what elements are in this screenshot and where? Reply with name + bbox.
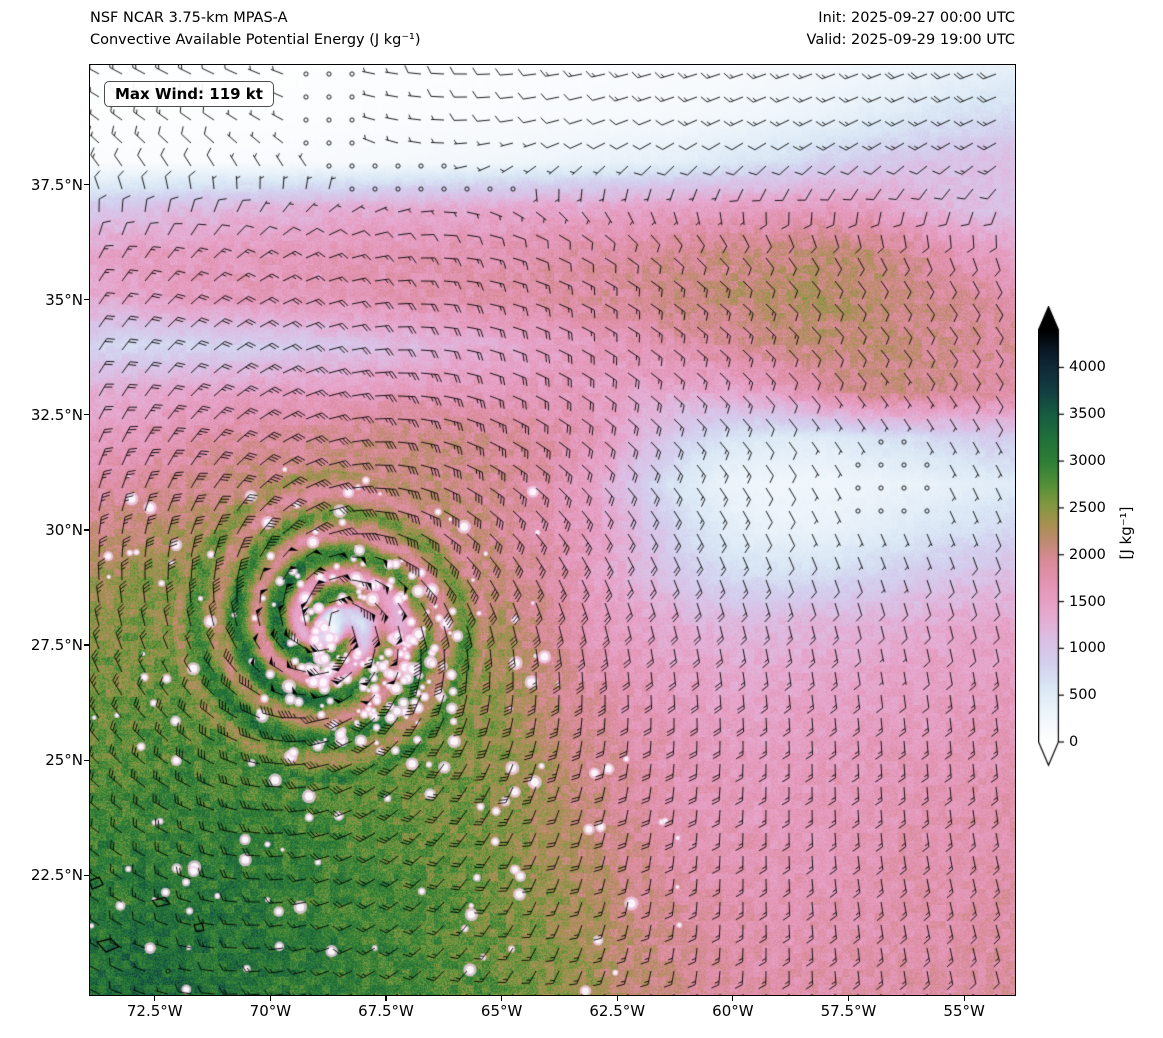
x-tick-mark <box>385 996 387 1001</box>
x-tick-label: 60°W <box>712 1002 754 1020</box>
colorbar-tick-label: 2000 <box>1069 546 1106 563</box>
colorbar-tick-label: 4000 <box>1069 359 1106 376</box>
y-tick-mark <box>84 414 89 416</box>
y-tick-mark <box>84 644 89 646</box>
x-tick-label: 72.5°W <box>126 1002 183 1020</box>
map-plot-area: Max Wind: 119 kt <box>89 64 1016 996</box>
colorbar-tick-label: 1500 <box>1069 593 1106 610</box>
y-tick-mark <box>84 299 89 301</box>
x-tick-label: 57.5°W <box>820 1002 877 1020</box>
colorbar-tick-label: 3500 <box>1069 406 1106 423</box>
colorbar-label: [J kg⁻¹] <box>1117 506 1135 560</box>
x-tick-mark <box>501 996 503 1001</box>
y-tick-mark <box>84 759 89 761</box>
colorbar <box>1038 306 1098 776</box>
y-tick-label: 30°N <box>45 521 83 539</box>
y-tick-mark <box>84 184 89 186</box>
max-wind-annotation: Max Wind: 119 kt <box>104 81 274 107</box>
colorbar-tick-label: 500 <box>1069 687 1097 704</box>
colorbar-tick-label: 1000 <box>1069 640 1106 657</box>
x-tick-mark <box>154 996 156 1001</box>
x-tick-label: 55°W <box>943 1002 985 1020</box>
y-tick-label: 22.5°N <box>30 866 83 885</box>
x-tick-mark <box>963 996 965 1001</box>
x-tick-mark <box>847 996 850 1001</box>
y-tick-label: 25°N <box>45 751 83 770</box>
valid-time: Valid: 2025-09-29 19:00 UTC <box>806 32 1015 48</box>
x-tick-mark <box>732 996 734 1001</box>
x-tick-label: 62.5°W <box>589 1002 646 1020</box>
wind-barbs-canvas <box>90 65 1015 995</box>
x-tick-label: 67.5°W <box>358 1002 414 1020</box>
y-tick-label: 32.5°N <box>30 405 83 424</box>
y-tick-mark <box>84 529 89 531</box>
model-title: NSF NCAR 3.75-km MPAS-A <box>90 10 288 26</box>
colorbar-tick-label: 0 <box>1069 734 1079 750</box>
y-tick-label: 37.5°N <box>30 175 83 194</box>
x-tick-mark <box>616 996 618 1001</box>
y-tick-mark <box>84 874 89 876</box>
init-time: Init: 2025-09-27 00:00 UTC <box>818 10 1015 26</box>
y-tick-label: 27.5°N <box>30 636 83 655</box>
x-tick-label: 65°W <box>480 1002 523 1020</box>
colorbar-tick-label: 3000 <box>1069 453 1106 470</box>
colorbar-tick-label: 2500 <box>1069 499 1106 516</box>
field-title: Convective Available Potential Energy (J… <box>90 32 421 48</box>
x-tick-mark <box>269 996 271 1001</box>
x-tick-label: 70°W <box>249 1002 292 1020</box>
y-tick-label: 35°N <box>45 290 83 309</box>
